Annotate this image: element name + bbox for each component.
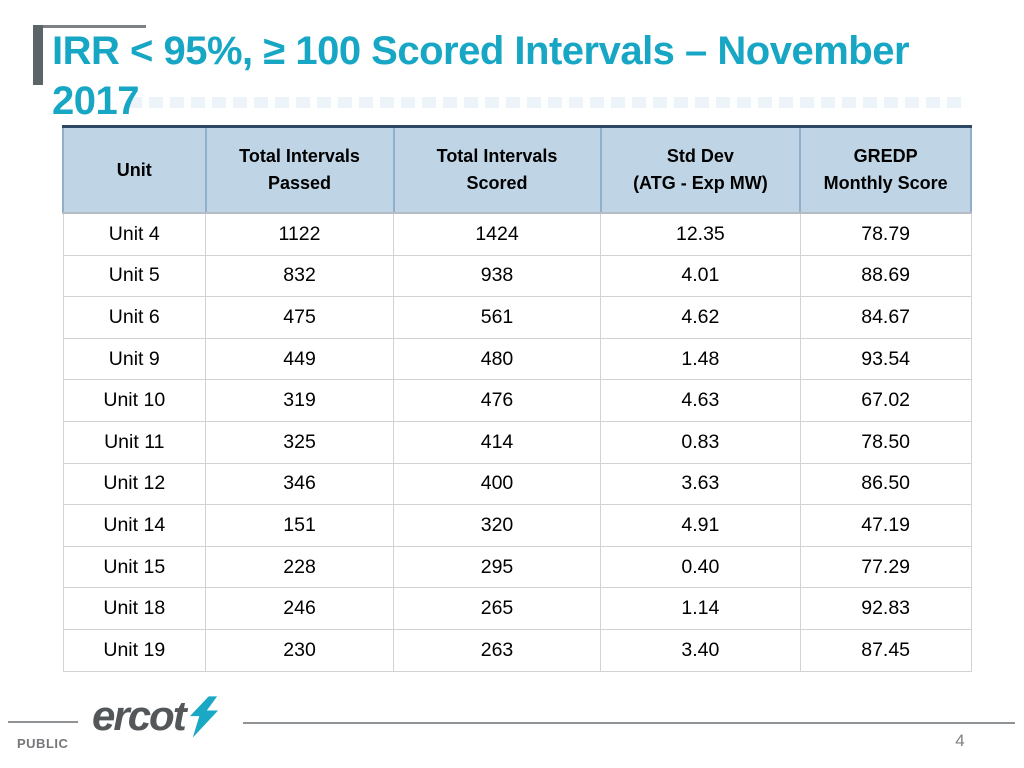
value-cell: 88.69 [799,254,972,298]
value-cell: 77.29 [799,545,972,589]
value-cell: 92.83 [799,587,972,630]
value-cell: 4.63 [600,379,801,422]
column-header: GREDP Monthly Score [799,125,972,214]
value-cell: 4.91 [600,504,801,547]
slide-title-line2: 2017 [52,79,139,123]
value-cell: 93.54 [799,337,972,381]
table-row: Unit 9 449 480 1.48 93.54 [62,337,972,381]
value-cell: 228 [205,545,394,589]
column-header: Unit [62,125,207,214]
value-cell: 1122 [205,212,394,256]
classification-label: PUBLIC [17,736,69,751]
value-cell: 449 [205,337,394,381]
unit-cell: Unit 10 [62,379,207,422]
value-cell: 230 [205,628,394,672]
value-cell: 4.01 [600,254,801,298]
value-cell: 4.62 [600,296,801,339]
table-header-row: Unit Total Intervals Passed Total Interval… [62,125,972,214]
value-cell: 47.19 [799,504,972,547]
value-cell: 86.50 [799,462,972,506]
value-cell: 12.35 [600,212,801,256]
value-cell: 1.48 [600,337,801,381]
column-header: Total Intervals Scored [392,125,602,214]
data-table-container: Unit Total Intervals Passed Total Interval… [62,125,972,672]
value-cell: 414 [392,420,602,464]
table-header: Unit Total Intervals Passed Total Interval… [62,125,972,214]
table-row: Unit 10 319 476 4.63 67.02 [62,379,972,422]
unit-cell: Unit 11 [62,420,207,464]
value-cell: 1.14 [600,587,801,630]
unit-cell: Unit 4 [62,212,207,256]
unit-cell: Unit 19 [62,628,207,672]
title-underline-pattern [128,97,968,108]
title-corner-vertical-bar [33,25,43,85]
value-cell: 3.63 [600,462,801,506]
value-cell: 832 [205,254,394,298]
ercot-logo: ercot [92,694,219,743]
value-cell: 938 [392,254,602,298]
table-row: Unit 6 475 561 4.62 84.67 [62,296,972,339]
value-cell: 1424 [392,212,602,256]
table-row: Unit 14 151 320 4.91 47.19 [62,504,972,547]
title-corner-horizontal-rule [36,25,146,28]
value-cell: 346 [205,462,394,506]
table-body: Unit 4 1122 1424 12.35 78.79 Unit 5 832 938 4.01… [62,212,972,672]
value-cell: 0.40 [600,545,801,589]
footer-rule-left [8,721,78,723]
value-cell: 325 [205,420,394,464]
table-row: Unit 19 230 263 3.40 87.45 [62,628,972,672]
unit-cell: Unit 18 [62,587,207,630]
value-cell: 320 [392,504,602,547]
unit-cell: Unit 15 [62,545,207,589]
table-row: Unit 18 246 265 1.14 92.83 [62,587,972,630]
value-cell: 67.02 [799,379,972,422]
table-row: Unit 5 832 938 4.01 88.69 [62,254,972,298]
slide-title-line1: IRR < 95%, ≥ 100 Scored Intervals – Nove… [52,29,910,73]
ercot-logo-text: ercot [92,692,187,739]
value-cell: 3.40 [600,628,801,672]
value-cell: 84.67 [799,296,972,339]
unit-cell: Unit 6 [62,296,207,339]
data-table: Unit Total Intervals Passed Total Interval… [62,125,972,672]
table-row: Unit 15 228 295 0.40 77.29 [62,545,972,589]
column-header: Total Intervals Passed [204,125,395,214]
value-cell: 295 [392,545,602,589]
slide-title: IRR < 95%, ≥ 100 Scored Intervals – Nove… [52,26,1002,126]
unit-cell: Unit 5 [62,254,207,298]
value-cell: 78.50 [799,420,972,464]
lightning-bolt-icon [189,696,219,743]
value-cell: 78.79 [799,212,972,256]
table-row: Unit 12 346 400 3.63 86.50 [62,462,972,506]
value-cell: 246 [205,587,394,630]
value-cell: 400 [392,462,602,506]
value-cell: 475 [205,296,394,339]
column-header: Std Dev (ATG - Exp MW) [599,125,802,214]
unit-cell: Unit 9 [62,337,207,381]
value-cell: 319 [205,379,394,422]
value-cell: 265 [392,587,602,630]
value-cell: 480 [392,337,602,381]
unit-cell: Unit 12 [62,462,207,506]
value-cell: 561 [392,296,602,339]
footer-rule-right [243,722,1015,724]
unit-cell: Unit 14 [62,504,207,547]
value-cell: 0.83 [600,420,801,464]
value-cell: 263 [392,628,602,672]
table-row: Unit 4 1122 1424 12.35 78.79 [62,212,972,256]
value-cell: 476 [392,379,602,422]
value-cell: 87.45 [799,628,972,672]
page-number: 4 [955,731,965,750]
table-row: Unit 11 325 414 0.83 78.50 [62,420,972,464]
value-cell: 151 [205,504,394,547]
